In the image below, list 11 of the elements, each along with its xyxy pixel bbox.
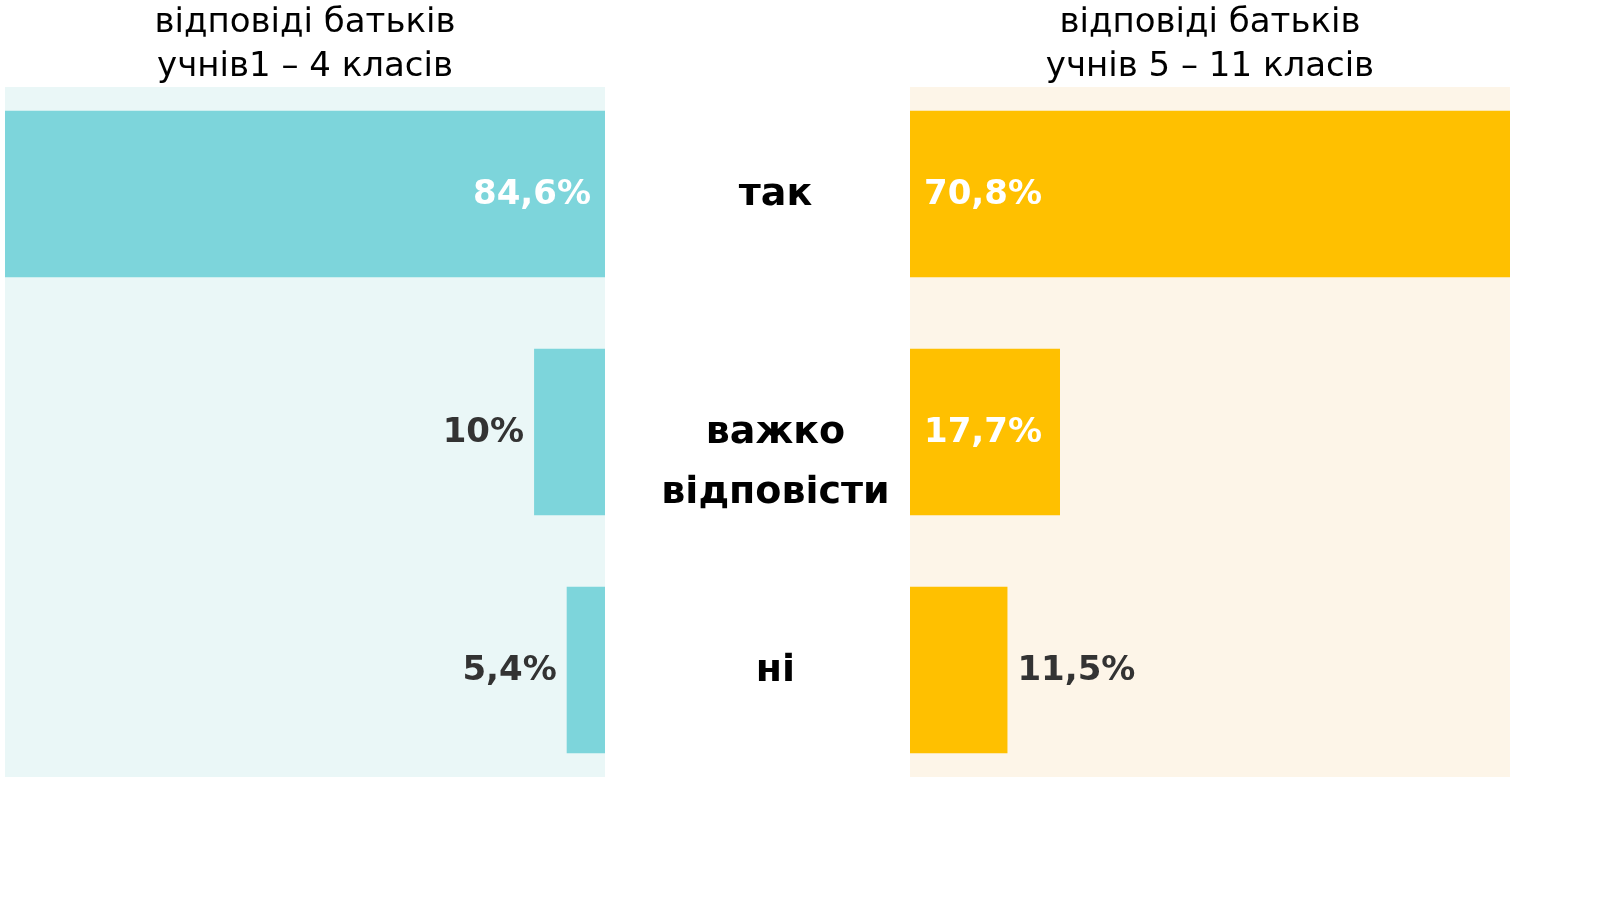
y-tick-label: так [738,170,813,215]
data-label: 84,6% [473,172,591,213]
data-label: 10% [442,410,525,450]
data-label: 11,5% [1017,647,1136,688]
data-label: 5,4% [462,647,557,688]
data-label: 70,8% [924,172,1042,213]
chart-title: відповіді батьків учнів1 – 4 класів [154,0,456,84]
y-tick-label: важко відповісти [661,408,890,512]
data-label: 17,7% [924,410,1042,450]
y-tick-label: ні [755,645,796,690]
chart-title: відповіді батьків учнів 5 – 11 класів [1045,0,1375,84]
